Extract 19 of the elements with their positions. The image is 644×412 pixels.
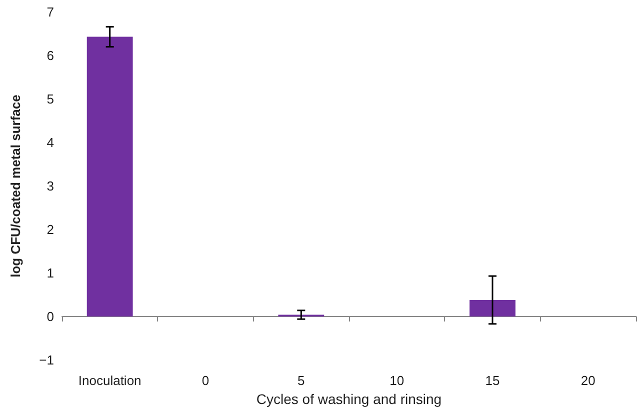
- y-axis-title: log CFU/coated metal surface: [8, 94, 23, 278]
- x-tick-label: 0: [202, 373, 210, 388]
- x-tick-label: 15: [485, 373, 500, 388]
- x-tick-label: 20: [580, 373, 596, 388]
- x-tick-label: 5: [298, 373, 305, 388]
- bar: [86, 36, 133, 316]
- bar: [470, 300, 516, 316]
- y-tick-label: 0: [46, 309, 54, 324]
- y-tick-label: 2: [46, 222, 54, 237]
- y-tick-label: 4: [46, 135, 54, 150]
- y-tick-label: 7: [46, 4, 54, 20]
- x-axis-title: Cycles of washing and rinsing: [256, 390, 442, 407]
- y-tick-label: −1: [39, 352, 54, 368]
- y-tick-label: 3: [46, 178, 54, 194]
- y-tick-label: 6: [46, 48, 54, 63]
- y-tick-label: 5: [46, 92, 54, 106]
- x-tick-label: Inoculation: [78, 373, 142, 388]
- x-tick-label: 10: [390, 373, 404, 388]
- y-tick-label: 1: [46, 266, 54, 280]
